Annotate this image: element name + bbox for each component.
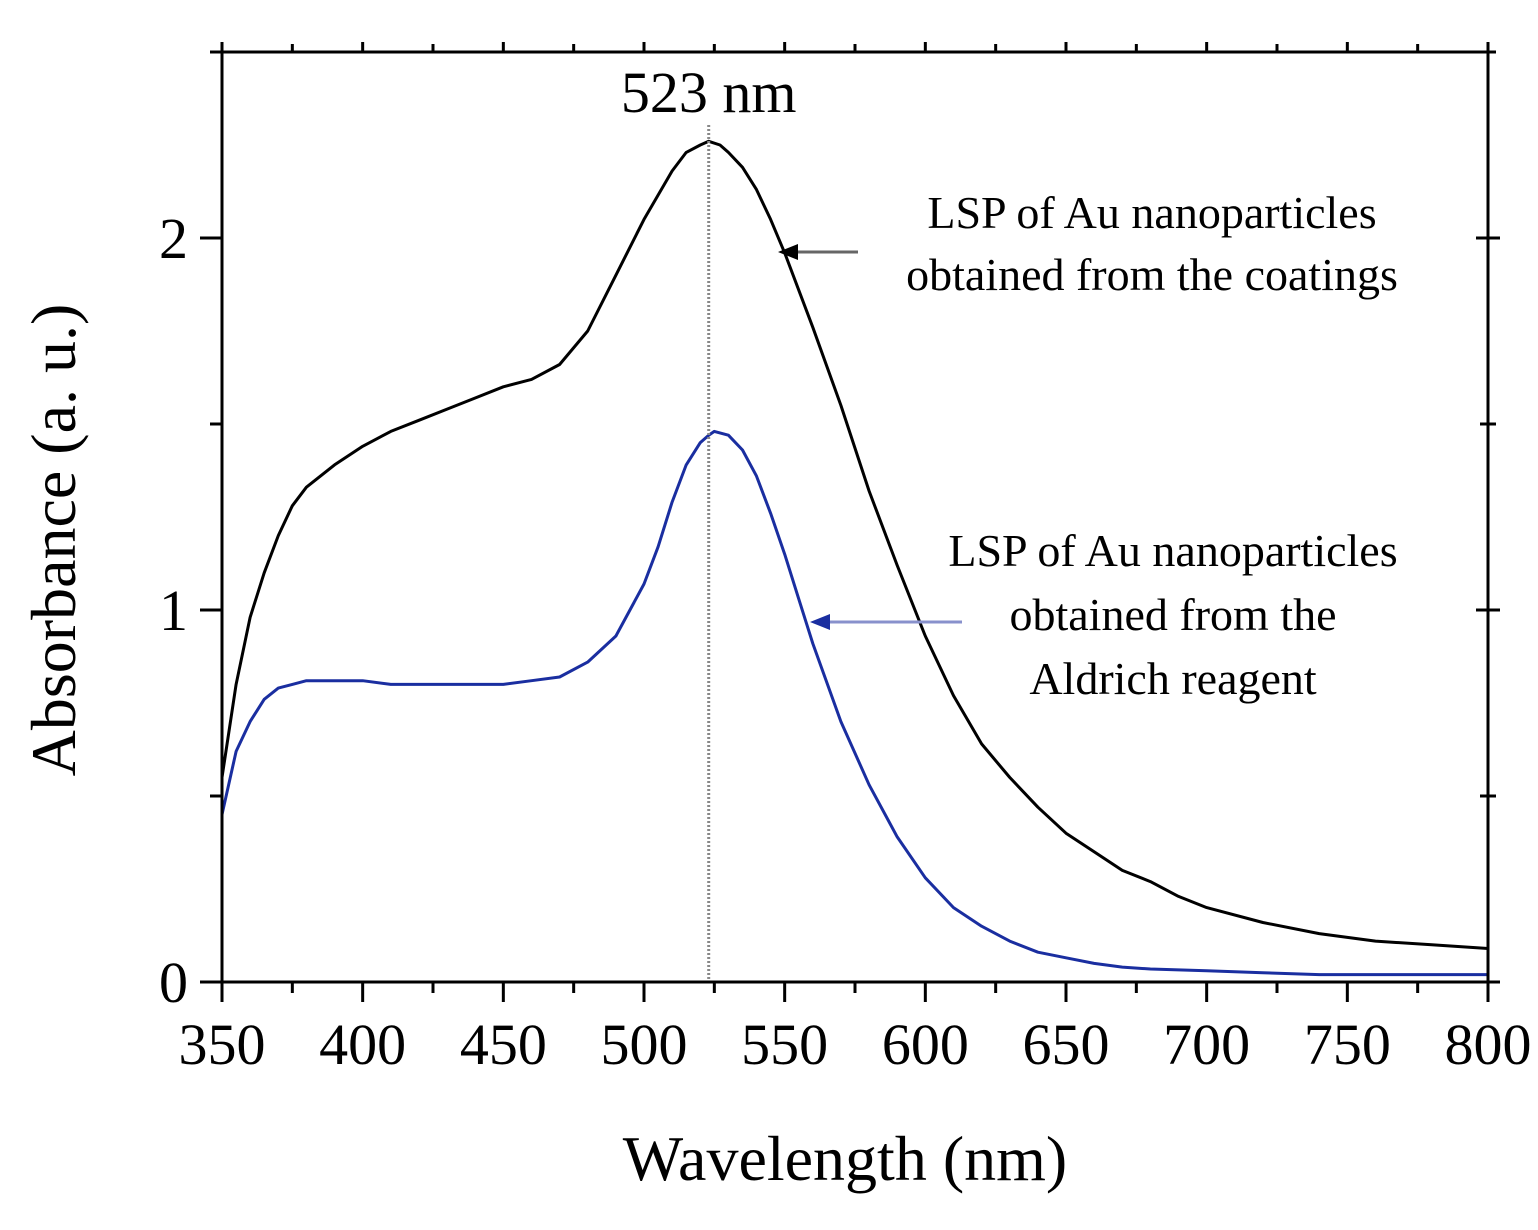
y-tick-label: 1 [159,578,188,643]
series-lines [220,139,1489,977]
y-tick-label: 0 [159,950,188,1015]
annotation-aldrich-line-3: Aldrich reagent [1029,653,1317,704]
tick-labels: 350 400 450 500 550 600 650 700 750 800 0 1 2 [159,206,1532,1077]
annotation-coatings: LSP of Au nanoparticles obtained from th… [778,187,1398,300]
x-tick-label: 750 [1304,1012,1391,1077]
x-tick-label: 550 [741,1012,828,1077]
x-tick-label: 600 [882,1012,969,1077]
annotation-aldrich-arrowhead [810,614,830,630]
x-tick-label: 350 [179,1012,266,1077]
x-axis-title: Wavelength (nm) [623,1123,1067,1194]
annotation-coatings-line-2: obtained from the coatings [906,249,1398,300]
y-axis-title: Absorbance (a. u.) [18,304,89,777]
annotation-aldrich-line-2: obtained from the [1009,589,1336,640]
x-tick-label: 450 [460,1012,547,1077]
y-tick-label: 2 [159,206,188,271]
x-tick-label: 650 [1023,1012,1110,1077]
x-tick-label: 800 [1445,1012,1532,1077]
annotation-aldrich: LSP of Au nanoparticles obtained from th… [810,525,1398,704]
peak-label: 523 nm [621,60,797,125]
x-tick-label: 700 [1163,1012,1250,1077]
annotation-aldrich-line-1: LSP of Au nanoparticles [948,525,1397,576]
series-aldrich-line [220,429,1488,977]
plot-frame [220,50,1490,984]
series-coatings-line [220,139,1489,950]
annotation-coatings-line-1: LSP of Au nanoparticles [927,187,1376,238]
annotation-coatings-arrowhead [778,244,798,260]
x-tick-label: 500 [601,1012,688,1077]
axis-ticks [200,42,1500,1002]
x-tick-label: 400 [319,1012,406,1077]
